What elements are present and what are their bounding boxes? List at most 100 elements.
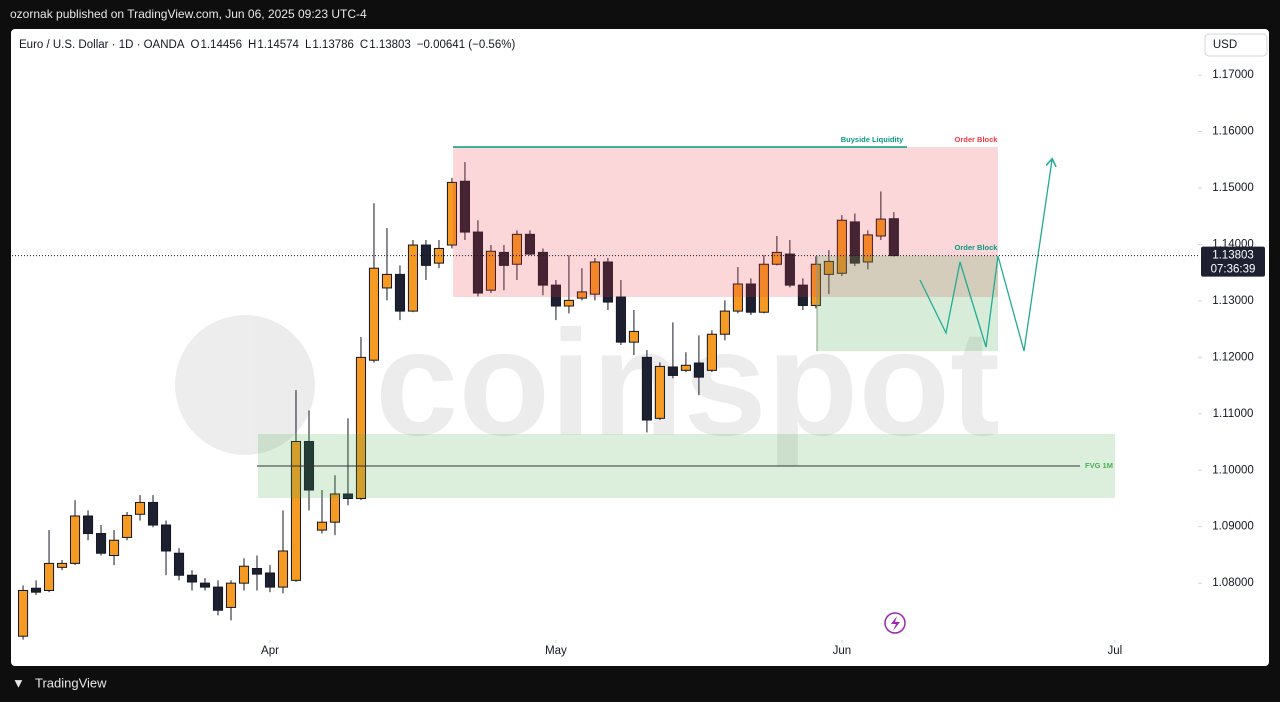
y-tick-label: 1.10000 — [1212, 464, 1254, 476]
candle-body — [316, 521, 328, 531]
candle-body — [498, 251, 509, 266]
ohlc-value: 1.14574 — [257, 39, 299, 51]
y-tick-label: 1.09000 — [1212, 521, 1254, 533]
candle-body — [693, 362, 704, 378]
candle-body — [836, 219, 847, 274]
candle-body — [732, 283, 743, 312]
x-tick-label: Jul — [1107, 645, 1122, 657]
candle-body — [628, 330, 639, 343]
candle-body — [758, 263, 769, 313]
candle-body — [446, 181, 458, 246]
candle-body — [888, 218, 899, 257]
candle-body — [82, 515, 94, 534]
candle-body — [95, 532, 107, 554]
ohlc-value: 1.14456 — [200, 39, 242, 51]
bar-countdown: 07:36:39 — [1211, 264, 1256, 276]
candle-body — [368, 267, 380, 361]
x-tick-label: Apr — [261, 645, 279, 657]
y-tick-label: 1.11000 — [1213, 408, 1254, 420]
x-tick-label: May — [545, 645, 567, 657]
y-tick-label: 1.13000 — [1212, 295, 1254, 307]
ohlc-label: H — [248, 39, 256, 51]
ohlc-value: 1.13786 — [312, 39, 354, 51]
projection-path — [919, 160, 1052, 352]
fvg-label: FVG 1M — [1085, 461, 1113, 470]
footer-brand: TradingView — [35, 675, 107, 690]
candle-body — [342, 493, 354, 499]
candle-body — [849, 221, 860, 264]
candle-body — [121, 514, 133, 538]
candle-body — [394, 273, 406, 312]
candle-body — [589, 261, 600, 295]
candle-body — [420, 244, 432, 266]
candle-body — [862, 234, 873, 263]
symbol-info: Euro / U.S. Dollar · 1D · OANDA O 1.14456… — [19, 39, 515, 51]
candle-body — [134, 501, 146, 515]
candle-body — [797, 284, 808, 306]
candle-body — [329, 493, 341, 523]
candle-body — [69, 515, 81, 564]
candle-body — [290, 440, 302, 581]
candle-body — [875, 218, 886, 237]
candle-body — [199, 582, 211, 588]
ohlc-label: L — [305, 39, 312, 51]
candle-body — [810, 263, 821, 306]
candle-body — [212, 586, 224, 611]
candle-body — [680, 364, 691, 371]
candle-body — [745, 283, 756, 313]
candle-body — [719, 310, 730, 335]
watermark-text: coinspot — [375, 299, 1000, 467]
y-tick-label: 1.17000 — [1212, 69, 1254, 81]
candle-body — [147, 501, 159, 526]
publish-header: ozornak published on TradingView.com, Ju… — [10, 7, 367, 21]
symbol-title: Euro / U.S. Dollar · 1D · OANDA — [19, 39, 185, 51]
x-tick-label: Jun — [833, 645, 852, 657]
candle-body — [667, 366, 678, 376]
footer-logo: ▼ — [12, 675, 25, 690]
candle-body — [563, 299, 574, 307]
candle-body — [264, 572, 276, 588]
candle-body — [43, 562, 55, 591]
y-tick-label: 1.08000 — [1212, 577, 1254, 589]
candle-body — [160, 524, 172, 552]
candle-body — [576, 291, 587, 299]
last-price-label: 1.13803 — [1212, 250, 1254, 262]
y-tick-label: 1.12000 — [1212, 351, 1254, 363]
ohlc-label: C — [360, 39, 368, 51]
candle-body — [771, 251, 782, 265]
ohlc-value: 1.13803 — [369, 39, 411, 51]
candle-body — [706, 333, 717, 371]
candle-body — [277, 550, 289, 588]
candle-body — [381, 273, 393, 289]
candle-body — [602, 261, 613, 303]
target-zone — [817, 256, 998, 351]
candle-body — [30, 587, 42, 593]
y-tick-label: 1.16000 — [1212, 126, 1254, 138]
candle-body — [173, 552, 185, 576]
change-value: −0.00641 (−0.56%) — [417, 39, 516, 51]
order-block-label: Order Block — [955, 243, 999, 252]
event-icon[interactable] — [884, 612, 906, 634]
watermark-logo — [175, 315, 315, 455]
candle-body — [537, 251, 548, 286]
candle-body — [823, 260, 834, 275]
candle-body — [17, 589, 29, 637]
currency-button[interactable] — [1204, 33, 1268, 57]
last-price-box — [1201, 246, 1265, 277]
candle-body — [225, 582, 237, 608]
candle-body — [251, 567, 263, 575]
plot-area — [17, 162, 899, 640]
ohlc-label: O — [191, 39, 200, 51]
candle-body — [108, 539, 120, 556]
drawings: Buyside Liquidity Order Block Order Bloc… — [257, 135, 1115, 634]
event-icon-bolt — [891, 616, 900, 631]
candle-body — [238, 565, 250, 584]
order-block-zone — [453, 147, 998, 297]
candle-body — [511, 233, 522, 265]
y-tick-label: 1.15000 — [1212, 182, 1254, 194]
candle-body — [485, 250, 496, 291]
candle-body — [355, 356, 367, 499]
candle-body — [459, 180, 471, 233]
candle-body — [186, 574, 198, 583]
